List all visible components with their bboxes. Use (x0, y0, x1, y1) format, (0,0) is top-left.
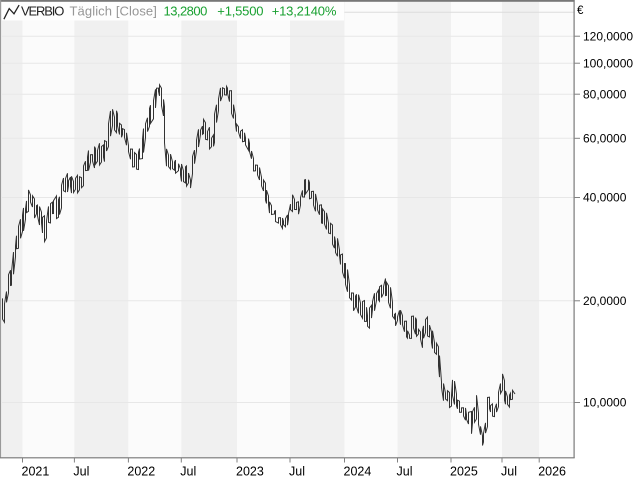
svg-text:60,0000: 60,0000 (583, 132, 627, 146)
svg-text:2026: 2026 (538, 465, 566, 479)
svg-text:40,0000: 40,0000 (583, 191, 627, 205)
svg-text:20,0000: 20,0000 (583, 294, 627, 308)
svg-text:2025: 2025 (450, 465, 478, 479)
svg-text:100,0000: 100,0000 (583, 56, 633, 70)
svg-text:+13,2140%: +13,2140% (272, 4, 337, 19)
svg-text:Jul: Jul (289, 465, 305, 479)
svg-text:2022: 2022 (127, 465, 155, 479)
svg-text:2024: 2024 (344, 465, 372, 479)
svg-text:+1,5500: +1,5500 (217, 4, 263, 19)
svg-text:€: € (577, 5, 584, 17)
svg-text:10,0000: 10,0000 (583, 396, 627, 410)
svg-text:Täglich [Close]: Täglich [Close] (70, 4, 157, 19)
svg-text:Jul: Jul (180, 465, 196, 479)
svg-text:80,0000: 80,0000 (583, 87, 627, 101)
svg-text:VERBIO: VERBIO (21, 4, 64, 19)
svg-text:Jul: Jul (397, 465, 413, 479)
svg-text:13,2800: 13,2800 (164, 4, 208, 19)
svg-text:Jul: Jul (73, 465, 89, 479)
svg-text:2023: 2023 (236, 465, 264, 479)
svg-text:2021: 2021 (22, 465, 50, 479)
svg-text:Jul: Jul (501, 465, 517, 479)
svg-text:120,0000: 120,0000 (583, 29, 633, 43)
